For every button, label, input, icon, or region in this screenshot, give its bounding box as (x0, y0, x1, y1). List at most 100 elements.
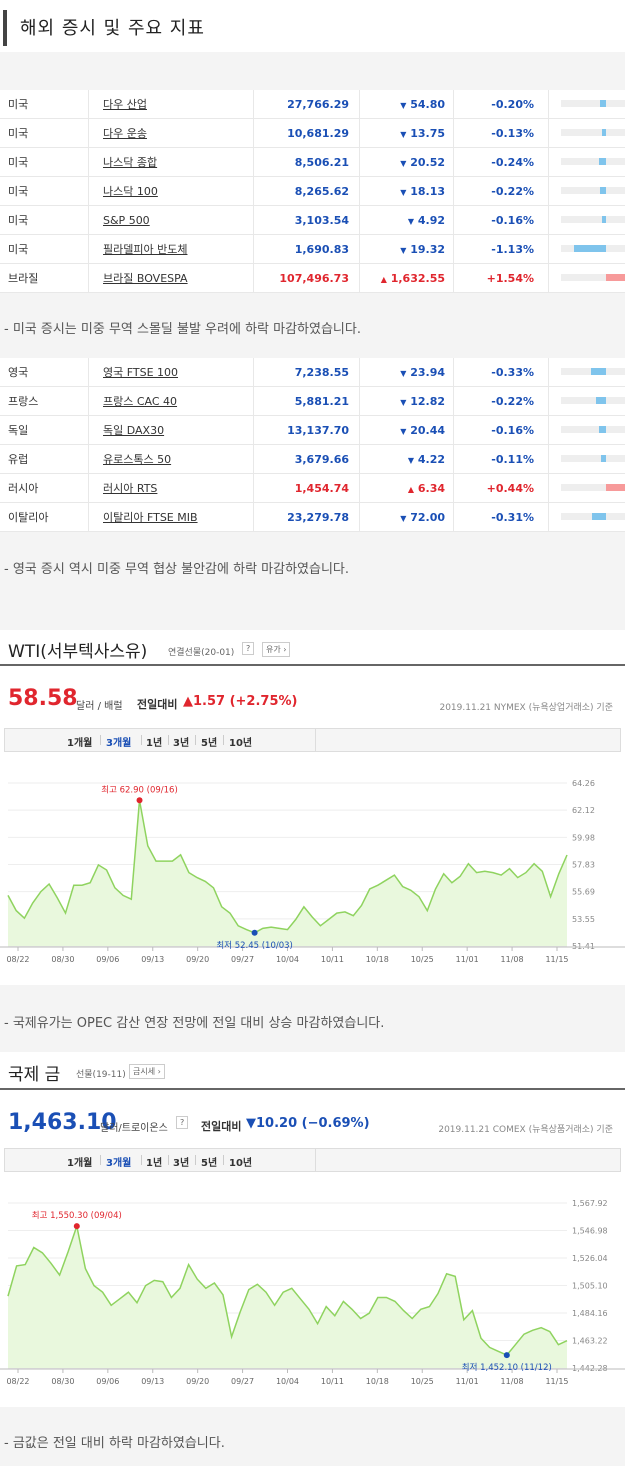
change-bar-track (561, 216, 625, 223)
country-cell: 미국 (0, 234, 89, 264)
wti-tab-10y[interactable]: 10년 (229, 738, 253, 749)
wti-oil-price-button[interactable]: 유가 › (262, 642, 291, 657)
y-tick-label: 59.98 (572, 833, 595, 842)
index-change-cell: ▼ 20.44 (359, 415, 454, 445)
index-value-cell: 107,496.73 (253, 263, 360, 293)
tab-divider (195, 1155, 196, 1165)
index-percent-cell: +0.44% (453, 473, 549, 503)
index-name-link[interactable]: 다우 운송 (103, 127, 147, 140)
gold-price-button[interactable]: 금시세 › (129, 1064, 165, 1079)
index-percent-cell: -0.16% (453, 205, 549, 235)
index-name-link[interactable]: 러시아 RTS (103, 482, 158, 495)
wti-tab-3y[interactable]: 3년 (173, 738, 190, 749)
x-tick-label: 10/18 (366, 955, 389, 964)
change-arrow-icon: ▲ (380, 274, 387, 284)
index-percent-cell: -0.22% (453, 176, 549, 206)
wti-help-icon[interactable]: ? (242, 642, 255, 655)
gold-tab-10y[interactable]: 10년 (229, 1158, 253, 1169)
index-name-cell: 영국 FTSE 100 (88, 358, 254, 387)
index-name-link[interactable]: 독일 DAX30 (103, 424, 165, 437)
index-name-cell: 다우 운송 (88, 118, 254, 148)
gold-help-icon[interactable]: ? (176, 1116, 189, 1129)
y-tick-label: 1,567.92 (572, 1199, 608, 1208)
change-arrow-icon: ▼ (400, 368, 407, 378)
wti-tab-3m[interactable]: 3개월 (106, 738, 132, 749)
x-tick-label: 08/30 (51, 955, 74, 964)
index-name-link[interactable]: 다우 산업 (103, 98, 147, 111)
index-name-link[interactable]: 나스닥 100 (103, 185, 158, 198)
table-row: 미국 다우 산업 27,766.29 ▼ 54.80 -0.20% (0, 90, 625, 119)
country-cell: 영국 (0, 358, 89, 387)
wti-tab-1y[interactable]: 1년 (146, 738, 163, 749)
gold-unit: 달러/트로이온스 (100, 1123, 168, 1134)
index-value-cell: 23,279.78 (253, 502, 360, 532)
x-tick-label: 09/20 (186, 955, 209, 964)
tab-divider (223, 735, 224, 745)
country-cell: 독일 (0, 415, 89, 445)
change-bar-cell (548, 176, 625, 206)
index-name-link[interactable]: S&P 500 (103, 213, 150, 227)
wti-compare-label: 전일대비 (137, 698, 178, 711)
x-tick-label: 09/20 (186, 1377, 209, 1386)
index-value-cell: 10,681.29 (253, 118, 360, 148)
change-bar-cell (548, 90, 625, 119)
x-tick-label: 10/11 (321, 1377, 344, 1386)
change-bar-cell (548, 386, 625, 416)
change-bar-fill (602, 129, 606, 136)
min-label: 최저 52.45 (10/03) (216, 940, 293, 951)
index-name-link[interactable]: 브라질 BOVESPA (103, 272, 188, 285)
change-bar-cell (548, 234, 625, 264)
change-bar-cell (548, 147, 625, 177)
tab-divider (141, 1155, 142, 1165)
us-market-table: 미국 다우 산업 27,766.29 ▼ 54.80 -0.20% 미국 다우 운송 10,6… (0, 90, 625, 293)
index-percent-cell: -0.16% (453, 415, 549, 445)
change-bar-cell (548, 415, 625, 445)
x-tick-label: 08/22 (6, 955, 29, 964)
gold-tab-5y[interactable]: 5년 (201, 1158, 218, 1169)
index-name-cell: 나스닥 100 (88, 176, 254, 206)
country-cell: 브라질 (0, 263, 89, 293)
change-arrow-icon: ▼ (400, 426, 407, 436)
index-name-cell: 나스닥 종합 (88, 147, 254, 177)
table-row: 브라질 브라질 BOVESPA 107,496.73 ▲ 1,632.55 +1.54% (0, 263, 625, 293)
change-value: 6.34 (417, 481, 445, 495)
index-value-cell: 8,265.62 (253, 176, 360, 206)
gold-tab-1m[interactable]: 1개월 (67, 1158, 93, 1169)
change-arrow-icon: ▼ (400, 100, 407, 110)
index-name-link[interactable]: 영국 FTSE 100 (103, 366, 179, 379)
gold-tab-1y[interactable]: 1년 (146, 1158, 163, 1169)
change-bar-track (561, 129, 625, 136)
change-bar-fill (596, 397, 606, 404)
index-name-link[interactable]: 나스닥 종합 (103, 156, 158, 169)
max-label: 최고 1,550.30 (09/04) (32, 1210, 122, 1221)
change-bar-cell (548, 502, 625, 532)
change-bar-fill (600, 100, 606, 107)
index-value-cell: 13,137.70 (253, 415, 360, 445)
wti-tab-1m[interactable]: 1개월 (67, 738, 93, 749)
gold-tab-3m[interactable]: 3개월 (106, 1158, 132, 1169)
table-row: 미국 나스닥 종합 8,506.21 ▼ 20.52 -0.24% (0, 147, 625, 177)
index-name-link[interactable]: 프랑스 CAC 40 (103, 395, 178, 408)
table-row: 영국 영국 FTSE 100 7,238.55 ▼ 23.94 -0.33% (0, 358, 625, 387)
x-tick-label: 11/15 (545, 955, 568, 964)
wti-divider (0, 664, 625, 666)
change-bar-fill (599, 187, 606, 194)
index-name-link[interactable]: 이탈리아 FTSE MIB (103, 511, 198, 524)
min-label: 최저 1,452.10 (11/12) (462, 1362, 552, 1373)
index-name-link[interactable]: 유로스톡스 50 (103, 453, 172, 466)
index-change-cell: ▼ 20.52 (359, 147, 454, 177)
tab-divider (195, 735, 196, 745)
change-arrow-icon: ▼ (400, 187, 407, 197)
change-bar-track (561, 187, 625, 194)
index-name-link[interactable]: 필라델피아 반도체 (103, 243, 188, 256)
gold-date-source: 2019.11.21 COMEX (뉴욕상품거래소) 기준 (438, 1125, 613, 1135)
index-change-cell: ▲ 6.34 (359, 473, 454, 503)
change-bar-fill (601, 216, 606, 223)
table-row: 이탈리아 이탈리아 FTSE MIB 23,279.78 ▼ 72.00 -0.31% (0, 502, 625, 532)
change-value: 19.32 (410, 242, 445, 256)
wti-tab-5y[interactable]: 5년 (201, 738, 218, 749)
table-row: 미국 필라델피아 반도체 1,690.83 ▼ 19.32 -1.13% (0, 234, 625, 264)
gold-tab-3y[interactable]: 3년 (173, 1158, 190, 1169)
gold-contract: 선물(19-11) (76, 1070, 126, 1080)
europe-market-note: - 영국 증시 역시 미중 무역 협상 불안감에 하락 마감하였습니다. (4, 562, 350, 577)
